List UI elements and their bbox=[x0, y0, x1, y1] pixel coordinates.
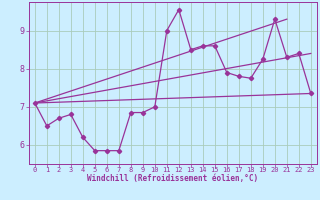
X-axis label: Windchill (Refroidissement éolien,°C): Windchill (Refroidissement éolien,°C) bbox=[87, 174, 258, 183]
